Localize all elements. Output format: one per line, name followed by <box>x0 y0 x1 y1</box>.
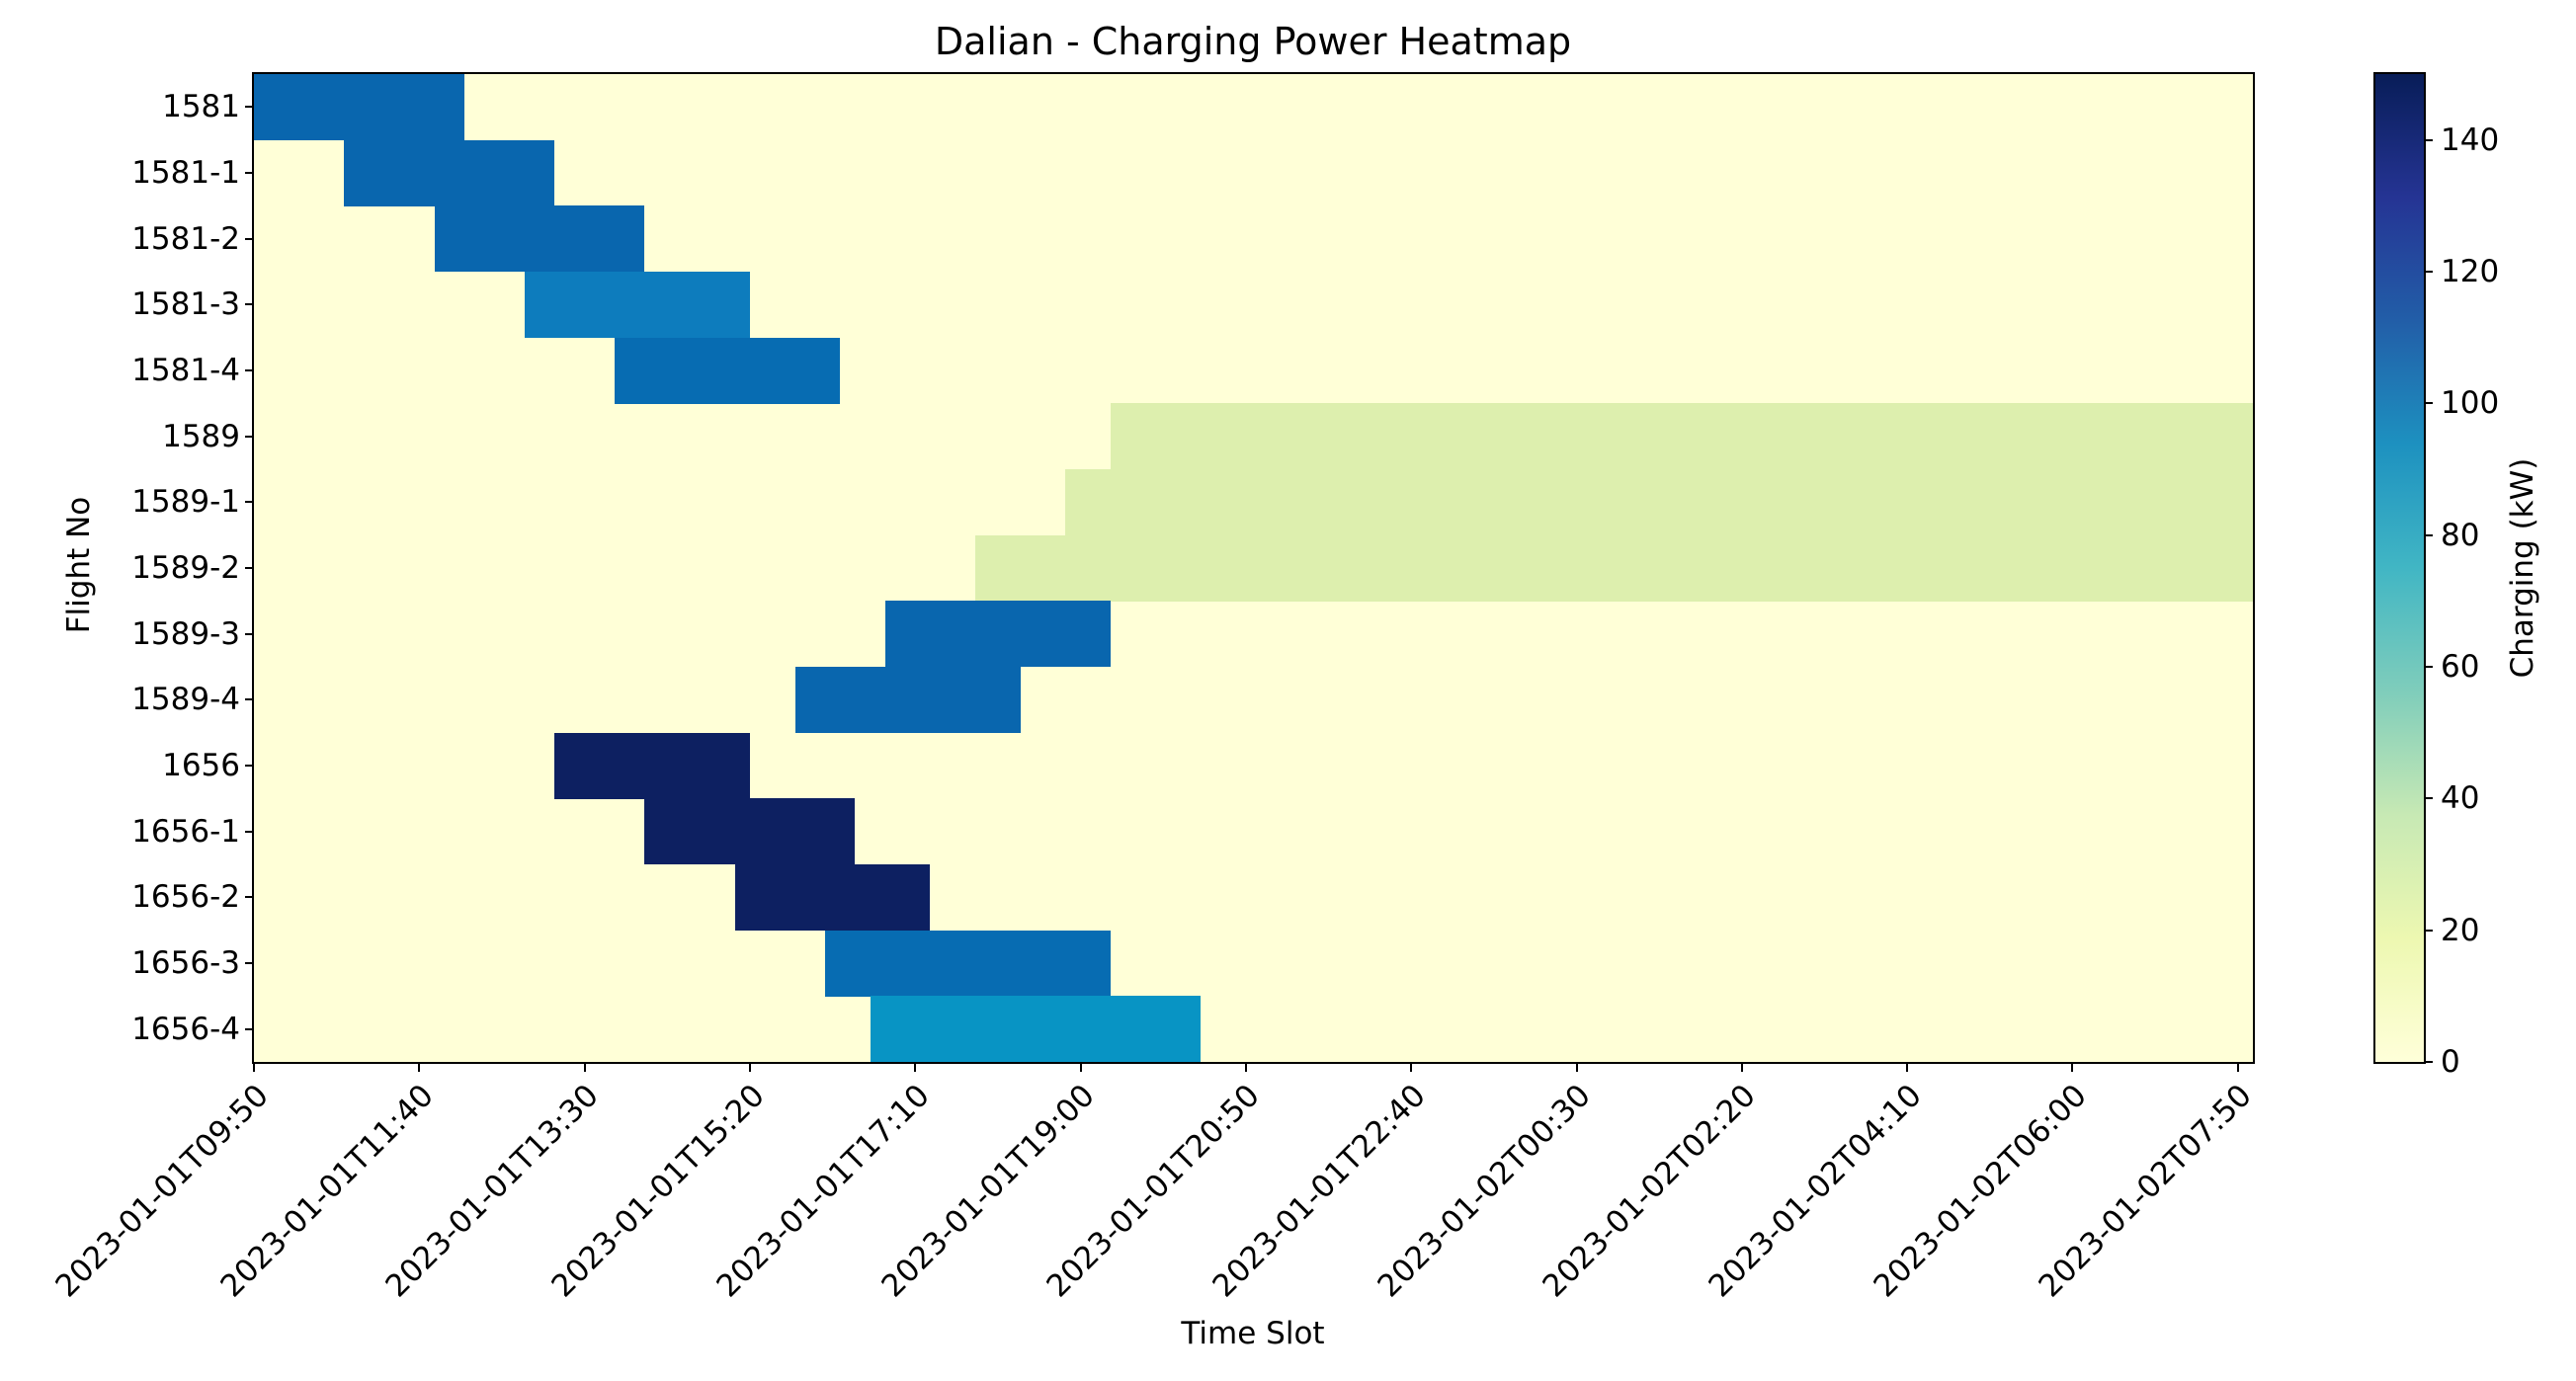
colorbar-tick-mark <box>2424 797 2433 800</box>
colorbar <box>2375 74 2424 1062</box>
y-tick-mark <box>245 172 254 174</box>
y-tick-mark <box>245 435 254 438</box>
x-tick-mark <box>748 1062 751 1072</box>
y-tick-mark <box>245 962 254 964</box>
y-tick-mark <box>245 830 254 833</box>
x-tick-mark <box>914 1062 917 1072</box>
heatmap-block-1656-3 <box>825 930 1111 997</box>
heatmap-block-1589-4 <box>794 667 1021 734</box>
heatmap-block-1589-2 <box>975 534 2253 602</box>
colorbar-tick-mark <box>2424 138 2433 141</box>
heatmap-block-1581 <box>254 74 464 141</box>
y-axis-label: Flight No <box>61 496 97 634</box>
colorbar-tick-mark <box>2424 666 2433 668</box>
heatmap-block-1656-1 <box>644 798 856 865</box>
colorbar-tick-label: 140 <box>2441 122 2500 158</box>
y-tick-label: 1581-4 <box>131 353 240 388</box>
colorbar-tick-label: 100 <box>2441 385 2500 422</box>
y-tick-label: 1589-3 <box>131 615 240 652</box>
y-tick-label: 1589 <box>162 418 240 454</box>
y-tick-mark <box>245 632 254 635</box>
colorbar-tick-mark <box>2424 271 2433 273</box>
x-tick-mark <box>1906 1062 1909 1072</box>
colorbar-tick-mark <box>2424 929 2433 932</box>
colorbar-tick-label: 40 <box>2441 780 2480 817</box>
x-tick-mark <box>1244 1062 1247 1072</box>
y-tick-mark <box>245 303 254 306</box>
y-tick-label: 1581 <box>162 89 240 125</box>
y-tick-label: 1589-1 <box>131 484 240 521</box>
heatmap-block-1589-3 <box>884 601 1111 668</box>
y-tick-label: 1656-4 <box>131 1011 240 1047</box>
y-tick-mark <box>245 1027 254 1030</box>
y-tick-label: 1656-2 <box>131 879 240 916</box>
colorbar-tick-mark <box>2424 533 2433 536</box>
x-tick-mark <box>418 1062 421 1072</box>
heatmap-block-1589 <box>1111 403 2253 470</box>
x-tick-mark <box>583 1062 586 1072</box>
x-tick-mark <box>1410 1062 1413 1072</box>
colorbar-tick-label: 20 <box>2441 912 2480 948</box>
colorbar-label: Charging (kW) <box>2505 457 2540 679</box>
chart-title: Dalian - Charging Power Heatmap <box>934 20 1572 63</box>
heatmap-block-1589-1 <box>1065 469 2253 536</box>
x-tick-mark <box>253 1062 255 1072</box>
y-tick-label: 1581-3 <box>131 286 240 323</box>
y-tick-label: 1656-3 <box>131 945 240 981</box>
colorbar-tick-label: 60 <box>2441 649 2480 685</box>
colorbar-tick-label: 0 <box>2441 1044 2460 1080</box>
y-tick-label: 1589-4 <box>131 682 240 718</box>
heatmap-block-1656-4 <box>870 996 1202 1063</box>
colorbar-tick-label: 120 <box>2441 254 2500 289</box>
y-tick-label: 1581-1 <box>131 155 240 191</box>
y-tick-mark <box>245 896 254 899</box>
heatmap-block-1656-2 <box>734 864 931 932</box>
heatmap-block-1581-4 <box>615 337 841 404</box>
y-tick-label: 1656 <box>162 748 240 783</box>
y-tick-label: 1656-1 <box>131 813 240 850</box>
x-tick-mark <box>1740 1062 1743 1072</box>
colorbar-tick-label: 80 <box>2441 517 2480 553</box>
heatmap-block-1581-2 <box>434 205 645 273</box>
colorbar-tick-mark <box>2424 402 2433 405</box>
x-tick-mark <box>1575 1062 1578 1072</box>
x-tick-mark <box>1079 1062 1082 1072</box>
y-tick-mark <box>245 369 254 371</box>
colorbar-tick-mark <box>2424 1061 2433 1063</box>
y-tick-mark <box>245 567 254 569</box>
y-tick-mark <box>245 237 254 240</box>
heatmap-block-1581-3 <box>524 272 750 339</box>
y-tick-mark <box>245 698 254 701</box>
heatmap-block-1656 <box>554 732 750 799</box>
x-tick-mark <box>2236 1062 2239 1072</box>
y-tick-mark <box>245 501 254 504</box>
x-tick-mark <box>2071 1062 2074 1072</box>
y-tick-label: 1589-2 <box>131 550 240 586</box>
y-tick-label: 1581-2 <box>131 220 240 257</box>
y-tick-mark <box>245 106 254 109</box>
x-axis-label: Time Slot <box>1181 1316 1325 1351</box>
y-tick-mark <box>245 765 254 767</box>
heatmap-block-1581-1 <box>344 139 555 206</box>
